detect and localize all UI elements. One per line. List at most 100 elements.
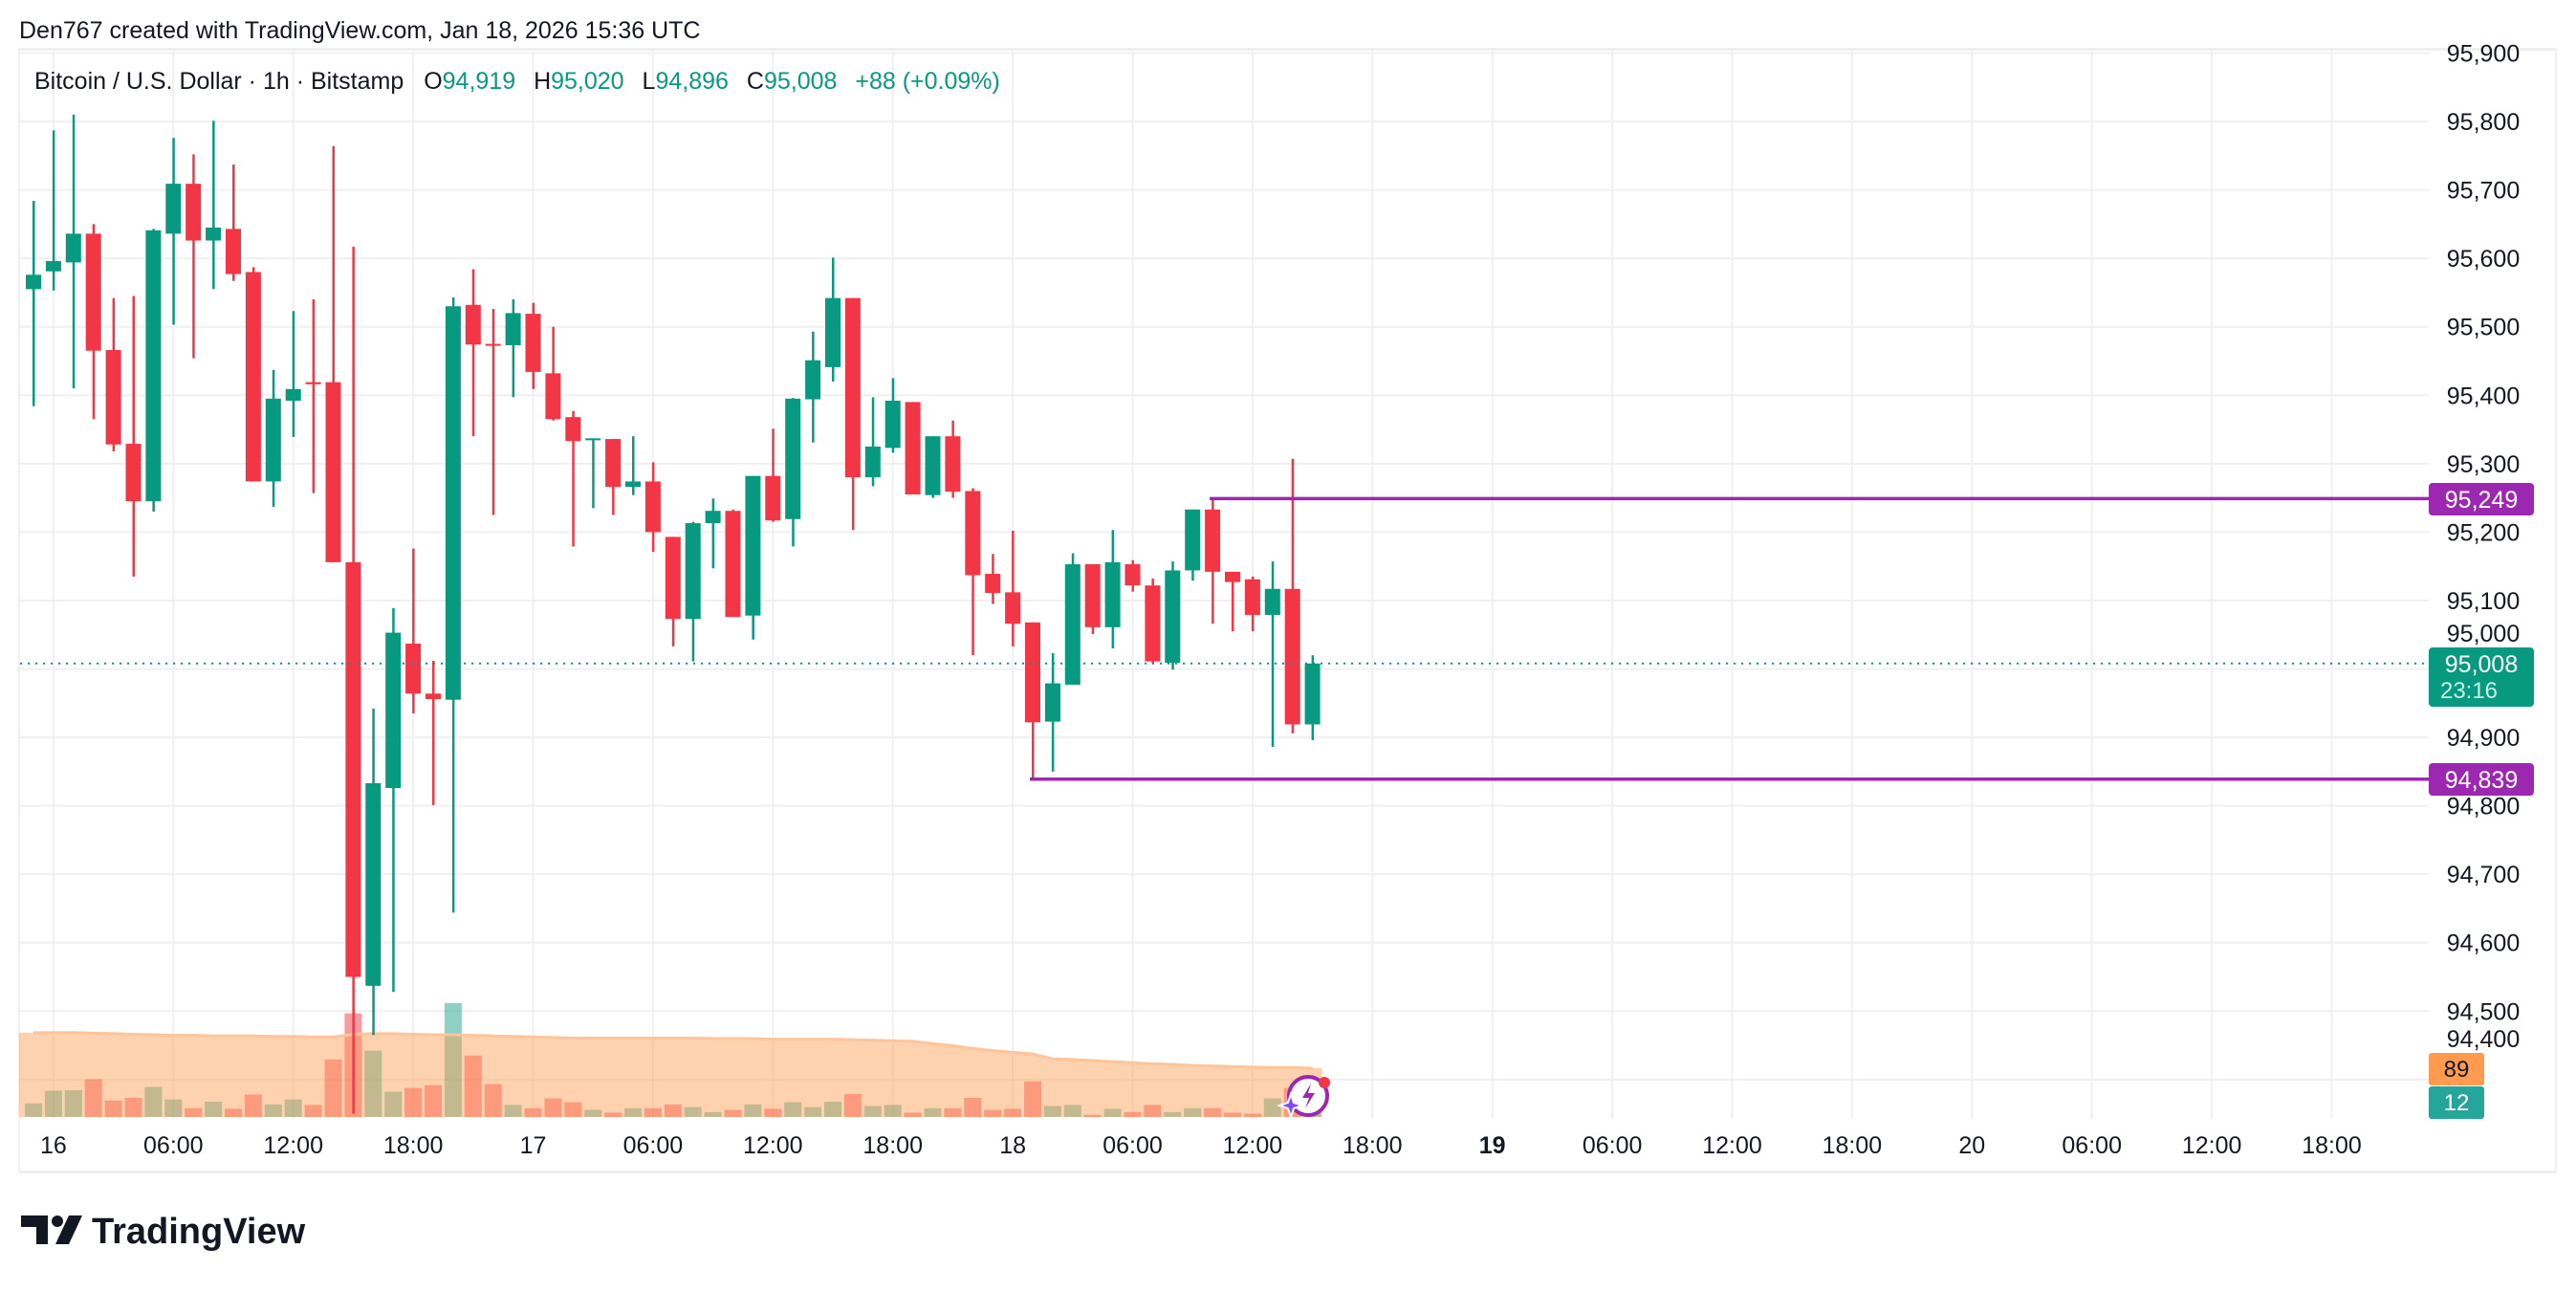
candle[interactable] bbox=[206, 120, 222, 290]
candle[interactable] bbox=[265, 369, 281, 507]
candle[interactable] bbox=[305, 299, 321, 493]
time-axis-label: 06:00 bbox=[2062, 1132, 2122, 1159]
candle-wick bbox=[432, 660, 435, 805]
candle[interactable] bbox=[1185, 509, 1201, 581]
candle[interactable] bbox=[1225, 571, 1240, 632]
candle-body bbox=[1104, 561, 1121, 627]
candle[interactable] bbox=[285, 311, 301, 437]
candle[interactable] bbox=[1044, 653, 1060, 772]
tradingview-logo[interactable]: TradingView bbox=[21, 1212, 306, 1252]
volume-bar bbox=[924, 1107, 942, 1117]
candle[interactable] bbox=[165, 138, 182, 325]
candle[interactable] bbox=[705, 498, 721, 569]
candle[interactable] bbox=[186, 154, 202, 359]
candle[interactable] bbox=[1064, 553, 1081, 685]
low-label: L bbox=[643, 68, 656, 95]
time-axis[interactable]: 16 06:00 12:00 18:00 17 06:00 12:00 18:00 18 06:0… bbox=[40, 1132, 2362, 1159]
candle-body bbox=[165, 184, 182, 234]
candle[interactable] bbox=[1145, 579, 1161, 664]
candle[interactable] bbox=[426, 660, 441, 805]
candle[interactable] bbox=[1005, 530, 1021, 646]
volume-bar bbox=[804, 1106, 822, 1117]
candle[interactable] bbox=[465, 269, 481, 437]
candle[interactable] bbox=[1264, 561, 1280, 748]
candle[interactable] bbox=[325, 145, 341, 562]
candle[interactable] bbox=[1165, 561, 1181, 670]
candle[interactable] bbox=[226, 164, 241, 281]
candle[interactable] bbox=[884, 378, 901, 453]
volume-bar bbox=[104, 1100, 122, 1117]
volume-bar bbox=[1043, 1106, 1061, 1117]
candle[interactable] bbox=[965, 488, 981, 656]
candle-body bbox=[1225, 571, 1240, 582]
symbol-label[interactable]: Bitcoin / U.S. Dollar · 1h · Bitstamp bbox=[34, 68, 404, 95]
candle[interactable] bbox=[485, 309, 501, 515]
candle[interactable] bbox=[525, 302, 541, 389]
candle[interactable] bbox=[665, 537, 681, 646]
candle[interactable] bbox=[945, 420, 961, 498]
price-axis-label: 94,700 bbox=[2447, 862, 2520, 888]
candle[interactable] bbox=[745, 475, 761, 640]
candle[interactable] bbox=[625, 436, 641, 495]
candle[interactable] bbox=[385, 607, 402, 993]
candle[interactable] bbox=[585, 438, 601, 509]
candle[interactable] bbox=[1284, 458, 1300, 734]
candle[interactable] bbox=[26, 201, 41, 406]
candle[interactable] bbox=[905, 402, 921, 495]
volume-bar bbox=[205, 1101, 223, 1117]
candle-body bbox=[1084, 564, 1101, 627]
candle[interactable] bbox=[125, 296, 142, 577]
candle[interactable] bbox=[45, 130, 61, 291]
candle[interactable] bbox=[105, 297, 121, 451]
candle[interactable] bbox=[245, 267, 261, 482]
time-axis-label: 18 bbox=[999, 1132, 1026, 1159]
candle[interactable] bbox=[925, 436, 941, 498]
assistant-lightning-icon[interactable] bbox=[1276, 1075, 1330, 1121]
candle[interactable] bbox=[785, 398, 801, 547]
candle[interactable] bbox=[685, 521, 701, 662]
volume-bar bbox=[425, 1084, 442, 1117]
candle-body bbox=[1005, 592, 1021, 624]
candle[interactable] bbox=[844, 297, 861, 531]
candle[interactable] bbox=[505, 299, 521, 398]
candle-body bbox=[805, 360, 821, 400]
candle[interactable] bbox=[365, 709, 382, 1036]
candle[interactable] bbox=[1205, 498, 1221, 624]
candle[interactable] bbox=[1084, 564, 1101, 635]
candle[interactable] bbox=[445, 296, 461, 913]
price-axis-label: 94,400 bbox=[2447, 1026, 2520, 1053]
time-axis-label: 19 bbox=[1479, 1132, 1506, 1159]
candle-wick bbox=[572, 410, 575, 547]
candle[interactable] bbox=[605, 439, 622, 515]
candle[interactable] bbox=[1104, 530, 1121, 649]
candles[interactable] bbox=[26, 114, 1321, 1114]
grid-lines bbox=[20, 51, 2429, 1119]
candle[interactable] bbox=[825, 257, 840, 382]
candle-body bbox=[125, 444, 142, 502]
candle-body bbox=[545, 373, 561, 420]
candle[interactable] bbox=[545, 326, 561, 421]
candle[interactable] bbox=[805, 331, 821, 443]
candle[interactable] bbox=[765, 428, 781, 522]
candle[interactable] bbox=[985, 554, 1001, 604]
candle[interactable] bbox=[565, 410, 581, 547]
candle[interactable] bbox=[1124, 559, 1141, 592]
candle[interactable] bbox=[644, 462, 661, 553]
candle[interactable] bbox=[85, 224, 101, 420]
candle[interactable] bbox=[864, 397, 881, 487]
candle[interactable] bbox=[1244, 576, 1260, 632]
candle[interactable] bbox=[145, 229, 162, 512]
candle[interactable] bbox=[345, 246, 361, 1114]
candle[interactable] bbox=[1025, 622, 1040, 779]
candle-body bbox=[1185, 509, 1201, 571]
price-axis[interactable]: 95,900 95,800 95,700 95,600 95,500 95,400 95,3… bbox=[2447, 40, 2520, 1053]
candle-wick bbox=[871, 397, 875, 487]
volume-bar bbox=[124, 1097, 142, 1117]
candle[interactable] bbox=[65, 114, 81, 389]
candle[interactable] bbox=[1304, 655, 1321, 740]
volume-tag-text: 12 bbox=[2444, 1090, 2470, 1116]
candle[interactable] bbox=[725, 509, 741, 618]
candle[interactable] bbox=[405, 548, 422, 714]
price-levels[interactable] bbox=[20, 496, 2429, 781]
